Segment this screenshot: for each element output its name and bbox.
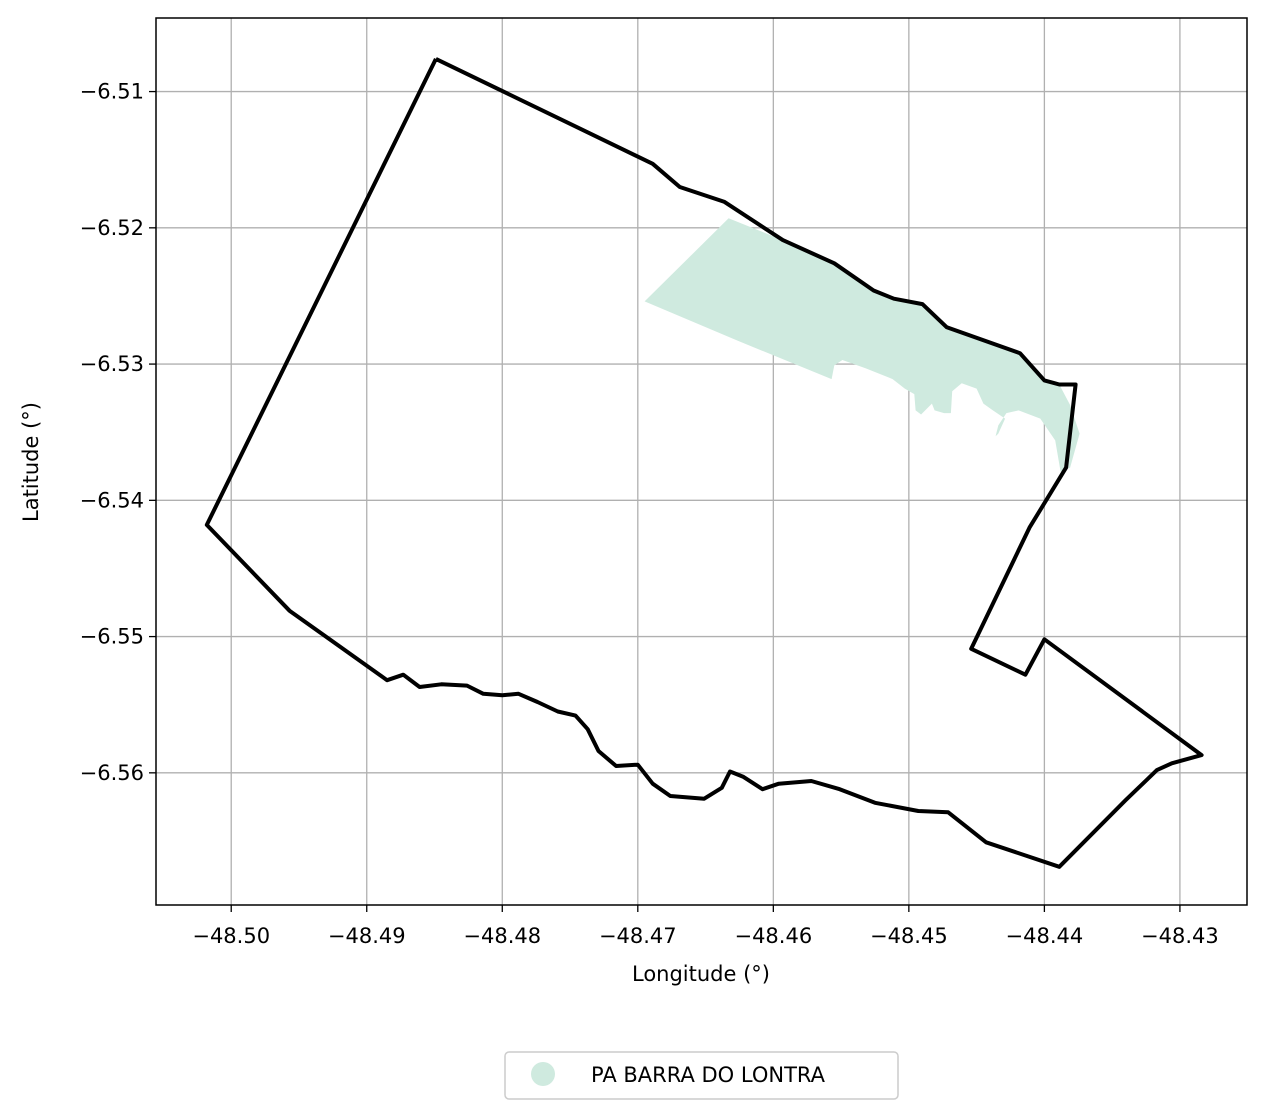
y-tick-label: −6.56	[80, 761, 144, 785]
grid-lines	[156, 18, 1247, 905]
municipal-boundary-line	[204, 57, 1204, 869]
plot-area	[155, 17, 1248, 906]
legend-marker-pa-barra-do-lontra	[531, 1062, 555, 1086]
x-tick-label: −48.47	[599, 924, 677, 948]
x-tick-label: −48.46	[734, 924, 812, 948]
y-tick-label: −6.51	[80, 80, 144, 104]
y-tick-label: −6.55	[80, 625, 144, 649]
y-tick-label: −6.52	[80, 216, 144, 240]
x-tick-label: −48.48	[463, 924, 541, 948]
y-axis-label: Latitude (°)	[19, 402, 43, 522]
x-axis-ticks: −48.50 −48.49 −48.48 −48.47 −48.46 −48.45 −48.…	[192, 905, 1219, 948]
settlement-area-layer	[644, 218, 1080, 472]
x-tick-label: −48.49	[328, 924, 406, 948]
x-tick-label: −48.45	[870, 924, 948, 948]
x-tick-label: −48.50	[192, 924, 270, 948]
y-tick-label: −6.53	[80, 352, 144, 376]
x-axis-label: Longitude (°)	[632, 962, 770, 986]
legend-box	[504, 1051, 899, 1100]
settlement-area-pa-barra-do-lontra	[644, 218, 1080, 472]
x-tick-label: −48.44	[1006, 924, 1084, 948]
x-tick-label: −48.43	[1141, 924, 1219, 948]
boundary-layer	[204, 57, 1204, 869]
plot-frame	[155, 17, 1248, 906]
y-axis-ticks: −6.51 −6.52 −6.53 −6.54 −6.55 −6.56	[80, 80, 156, 785]
legend-label-pa-barra-do-lontra: PA BARRA DO LONTRA	[591, 1063, 826, 1087]
legend: PA BARRA DO LONTRA	[504, 1051, 899, 1100]
y-tick-label: −6.54	[80, 488, 144, 512]
